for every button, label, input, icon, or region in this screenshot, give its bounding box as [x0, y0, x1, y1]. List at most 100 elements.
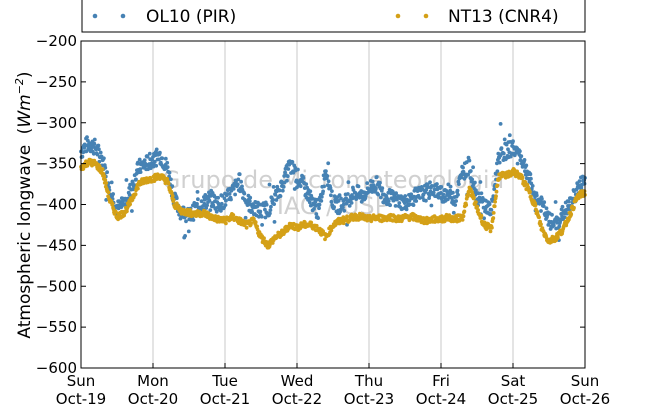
y-tick-label: −450: [36, 236, 77, 254]
data-point: [329, 193, 333, 198]
data-point: [555, 220, 559, 225]
data-point: [260, 223, 264, 227]
y-tick-label: −400: [36, 196, 77, 214]
data-point: [285, 178, 289, 183]
data-point: [166, 181, 171, 186]
data-point: [188, 208, 193, 212]
data-point: [341, 205, 345, 210]
data-point: [97, 147, 101, 152]
data-point: [214, 209, 219, 214]
data-point: [492, 187, 497, 192]
data-point: [453, 203, 458, 207]
data-point: [244, 225, 249, 230]
data-point: [365, 218, 370, 223]
data-point: [167, 170, 172, 175]
data-point: [427, 193, 432, 198]
data-point: [530, 184, 535, 188]
data-point: [205, 203, 210, 208]
data-point: [550, 212, 554, 217]
data-point: [528, 172, 533, 177]
y-axis-label-exp: −2: [13, 78, 26, 94]
data-point: [191, 218, 196, 222]
data-point: [431, 190, 436, 195]
data-point: [237, 172, 242, 177]
data-point: [207, 198, 212, 203]
data-point: [501, 151, 506, 156]
data-point: [255, 224, 259, 229]
legend: OL10 (PIR) NT13 (CNR4): [81, 0, 586, 33]
data-point: [466, 172, 470, 177]
data-point: [506, 147, 510, 152]
data-point: [457, 182, 461, 187]
data-point: [92, 137, 97, 142]
data-point: [100, 167, 105, 172]
data-point: [374, 175, 379, 179]
data-point: [263, 207, 267, 212]
data-point: [344, 196, 348, 201]
data-point: [325, 174, 330, 178]
data-point: [216, 195, 221, 200]
data-point: [461, 165, 465, 170]
data-point: [165, 165, 170, 170]
data-point: [263, 215, 268, 220]
data-point: [196, 197, 200, 202]
data-point: [319, 195, 324, 199]
data-point: [239, 179, 244, 184]
data-point: [186, 229, 191, 234]
data-point: [317, 206, 321, 211]
data-point: [518, 149, 522, 154]
data-point: [407, 202, 412, 207]
data-point: [502, 137, 507, 142]
data-point: [522, 158, 527, 162]
data-point: [569, 212, 574, 217]
data-point: [296, 167, 300, 172]
data-point: [489, 208, 494, 212]
data-point: [229, 197, 233, 202]
data-point: [321, 189, 325, 194]
data-point: [356, 184, 361, 189]
x-tick-label-date: Oct-19: [56, 390, 106, 408]
data-point: [409, 192, 414, 197]
y-axis-label-text: Atmospheric longwave: [15, 145, 35, 339]
data-point: [219, 209, 223, 213]
data-point: [290, 160, 295, 164]
data-point: [376, 192, 381, 197]
data-point: [304, 182, 309, 187]
data-point: [498, 122, 503, 126]
data-point: [249, 221, 254, 226]
data-point: [380, 186, 385, 191]
data-point: [130, 209, 134, 213]
data-point: [476, 208, 480, 212]
data-point: [267, 182, 272, 187]
data-point: [281, 185, 286, 189]
data-point: [448, 184, 453, 189]
data-point: [347, 218, 352, 223]
data-point: [346, 180, 351, 185]
data-point: [424, 198, 428, 203]
data-point: [109, 180, 114, 185]
data-point: [368, 213, 372, 218]
data-point: [307, 200, 312, 205]
data-point: [285, 174, 290, 179]
data-point: [560, 204, 565, 209]
data-point: [378, 180, 382, 185]
data-point: [499, 146, 504, 151]
data-point: [492, 204, 497, 209]
x-tick-label-day: Thu: [354, 372, 383, 390]
data-point: [542, 200, 547, 205]
data-point: [272, 220, 277, 224]
data-point: [460, 218, 465, 222]
x-tick-label-date: Oct-21: [200, 390, 250, 408]
data-point: [329, 228, 334, 233]
data-point: [339, 196, 343, 201]
data-point: [437, 195, 442, 200]
y-tick-label: −500: [36, 277, 77, 295]
data-point: [104, 181, 109, 186]
data-point: [474, 188, 478, 193]
data-point: [162, 175, 166, 179]
data-point: [470, 177, 475, 182]
data-point: [488, 229, 493, 234]
data-point: [308, 189, 313, 194]
data-point: [277, 188, 282, 193]
data-point: [309, 220, 314, 225]
